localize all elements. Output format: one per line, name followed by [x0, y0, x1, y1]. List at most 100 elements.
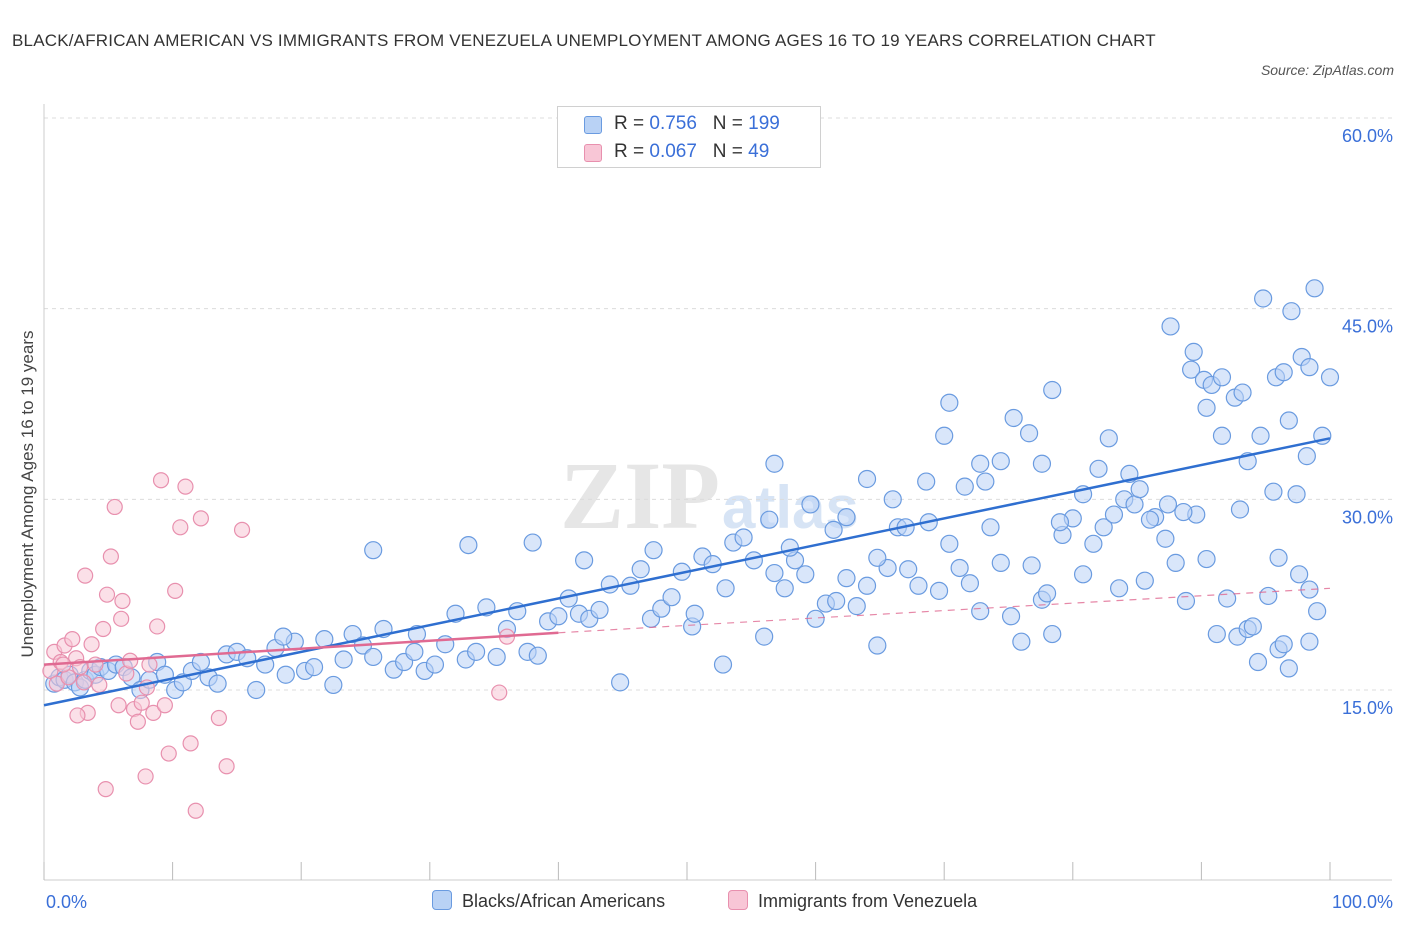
blacks-point [523, 533, 542, 552]
blacks-point [929, 581, 949, 600]
blacks-point [631, 560, 650, 579]
blacks-point [324, 675, 343, 695]
venezuela-point [91, 676, 108, 694]
venezuela-trend-line [43, 631, 559, 666]
blacks-point [1109, 579, 1129, 598]
blacks-point [1001, 607, 1021, 626]
r-label: R = [614, 113, 650, 134]
blacks-point [364, 541, 383, 560]
venezuela-point [167, 582, 184, 599]
blacks-point [775, 579, 794, 598]
blacks-point [405, 642, 424, 661]
venezuela-point [64, 631, 81, 648]
venezuela-point [491, 684, 508, 701]
blacks-point [1308, 602, 1327, 621]
venezuela-point [75, 674, 92, 691]
blacks-point [662, 588, 681, 607]
blacks-point [685, 604, 704, 623]
blacks-trend-line [43, 437, 1331, 707]
blacks-point [459, 535, 478, 555]
legend-text-venezuela: R = 0.067 N = 49 [614, 141, 769, 163]
venezuela-point [160, 745, 177, 762]
blacks-point [304, 658, 324, 677]
y-axis-label: Unemployment Among Ages 16 to 19 years [18, 331, 37, 658]
blacks-point [191, 652, 210, 672]
stats-legend: R = 0.756 N = 199 R = 0.067 N = 49 [557, 106, 821, 168]
venezuela-point [187, 802, 204, 819]
blacks-point [1130, 480, 1149, 499]
r-value-venezuela: 0.067 [649, 141, 697, 162]
blacks-point [1022, 556, 1041, 575]
blacks-point [1158, 495, 1178, 514]
blacks-point [827, 591, 846, 611]
blacks-point [1032, 454, 1052, 473]
blacks-point [765, 454, 784, 473]
bottom-legend-venezuela: Immigrants from Venezuela [728, 890, 977, 912]
blacks-point [971, 602, 990, 621]
blacks-point [1207, 624, 1226, 644]
blacks-point [760, 510, 779, 529]
chart-title: BLACK/AFRICAN AMERICAN VS IMMIGRANTS FRO… [12, 31, 1156, 50]
venezuela-point [83, 636, 100, 653]
legend-swatch-pink [584, 144, 602, 162]
blacks-point [847, 597, 866, 616]
blacks-point [1037, 584, 1057, 603]
blacks-point [1043, 624, 1062, 644]
blacks-point [868, 636, 887, 655]
y-tick-label: 30.0% [1342, 507, 1393, 527]
blacks-point [1012, 632, 1031, 651]
blacks-point [1212, 426, 1232, 445]
n-label: N = [712, 113, 749, 134]
blacks-point [991, 553, 1010, 572]
blacks-point [1218, 589, 1237, 608]
blacks-point [955, 477, 974, 496]
blacks-point [1282, 302, 1301, 321]
blacks-point [1300, 632, 1319, 651]
n-label: N = [712, 141, 749, 162]
blacks-point [837, 508, 856, 527]
blacks-point [824, 520, 843, 539]
blacks-point [1290, 565, 1309, 584]
blacks-point [334, 650, 353, 669]
blacks-point [1104, 505, 1124, 524]
blacks-point [1297, 447, 1316, 466]
blacks-point [1269, 548, 1288, 567]
blacks-point [343, 624, 362, 644]
venezuela-point [172, 519, 189, 536]
blacks-point [1248, 652, 1268, 672]
blacks-point [960, 574, 980, 593]
blacks-point [1300, 358, 1319, 377]
source-label: Source: ZipAtlas.com [1260, 62, 1394, 78]
blacks-point [950, 558, 969, 578]
blacks-point [1004, 408, 1023, 428]
blacks-point [765, 563, 784, 583]
blacks-point [801, 495, 820, 514]
blacks-point [940, 393, 959, 412]
y-tick-label: 60.0% [1342, 126, 1393, 146]
blacks-point [1084, 534, 1103, 553]
blacks-point [837, 569, 856, 588]
venezuela-point [98, 586, 116, 603]
venezuela-point [87, 656, 104, 673]
blacks-point [652, 599, 671, 618]
blacks-point [1197, 398, 1216, 417]
venezuela-point [113, 610, 130, 627]
venezuela-point [145, 704, 162, 721]
blacks-point [1305, 279, 1324, 298]
blacks-point [1182, 360, 1201, 379]
blacks-point [1230, 500, 1250, 519]
blacks-point [425, 655, 445, 674]
legend-swatch-blue [584, 116, 602, 134]
blacks-point [1274, 363, 1293, 382]
blacks-point [1320, 368, 1340, 387]
blacks-point [976, 472, 995, 491]
blacks-point [1254, 289, 1273, 308]
blacks-point [466, 642, 486, 661]
blacks-point [528, 646, 547, 665]
blacks-point [734, 528, 753, 547]
venezuela-point [137, 768, 154, 785]
blacks-point [1287, 485, 1306, 504]
blacks-point [1166, 553, 1185, 572]
blacks-point [611, 673, 630, 692]
